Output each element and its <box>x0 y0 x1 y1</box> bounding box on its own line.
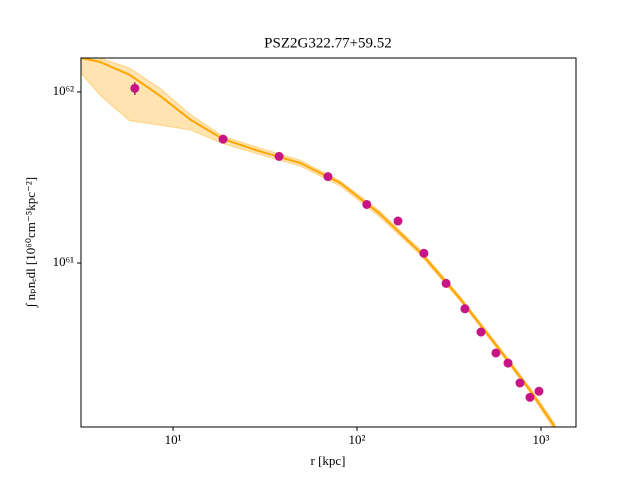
data-point <box>534 386 544 396</box>
x-axis-label: r [kpc] <box>310 453 345 468</box>
data-point <box>503 358 513 368</box>
data-point <box>274 151 284 161</box>
data-point <box>476 327 486 337</box>
data-point <box>525 392 535 402</box>
y-tick-label: 10⁶² <box>53 83 75 98</box>
x-tick-label: 10¹ <box>165 432 182 447</box>
data-point <box>441 278 451 288</box>
data-point <box>419 248 429 258</box>
chart-title: PSZ2G322.77+59.52 <box>264 35 392 51</box>
axes-frame <box>80 57 577 428</box>
plot-area <box>81 58 556 427</box>
x-tick-label: 10³ <box>533 432 550 447</box>
data-point <box>515 378 525 388</box>
data-point <box>393 216 403 226</box>
data-point <box>130 83 140 93</box>
x-tick-label: 10² <box>349 432 366 447</box>
data-point <box>460 304 470 314</box>
model-line <box>81 58 556 427</box>
data-point <box>362 199 372 209</box>
data-point <box>218 134 228 144</box>
data-point <box>323 172 333 182</box>
data-point <box>491 348 501 358</box>
y-tick-label: 10⁶¹ <box>53 254 75 269</box>
y-axis-label: ∫ nₚnₑdl [10⁶⁰cm⁻⁵kpc⁻²] <box>23 177 39 308</box>
